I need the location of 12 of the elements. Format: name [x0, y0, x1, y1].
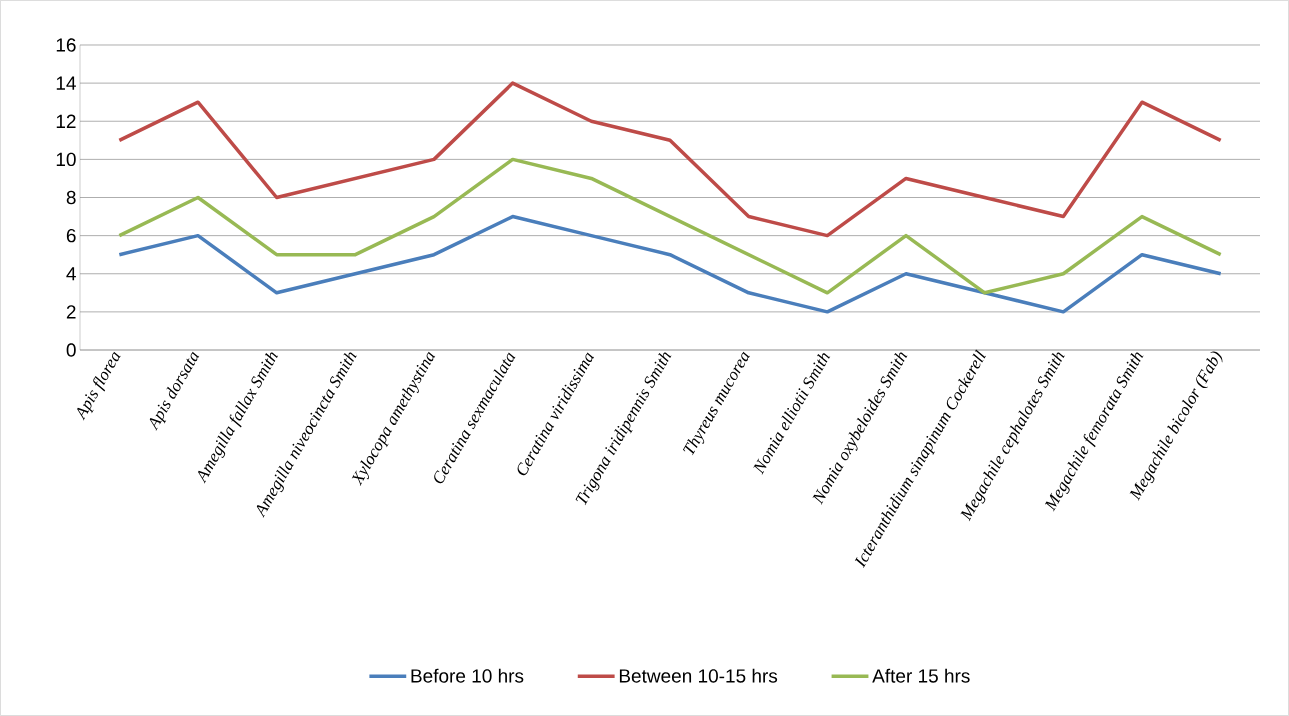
- legend-label: After 15 hrs: [872, 668, 970, 683]
- y-tick-label: 2: [66, 305, 76, 319]
- legend-label: Between 10-15 hrs: [619, 668, 778, 683]
- legend-label: Before 10 hrs: [411, 668, 524, 683]
- y-tick-label: 16: [56, 38, 76, 52]
- y-tick-label: 14: [56, 76, 76, 90]
- y-tick-label: 0: [66, 343, 76, 357]
- y-tick-label: 8: [66, 190, 76, 205]
- y-tick-label: 4: [66, 267, 76, 281]
- y-tick-label: 10: [56, 152, 76, 167]
- y-tick-label: 12: [56, 114, 76, 128]
- y-tick-label: 6: [66, 228, 76, 243]
